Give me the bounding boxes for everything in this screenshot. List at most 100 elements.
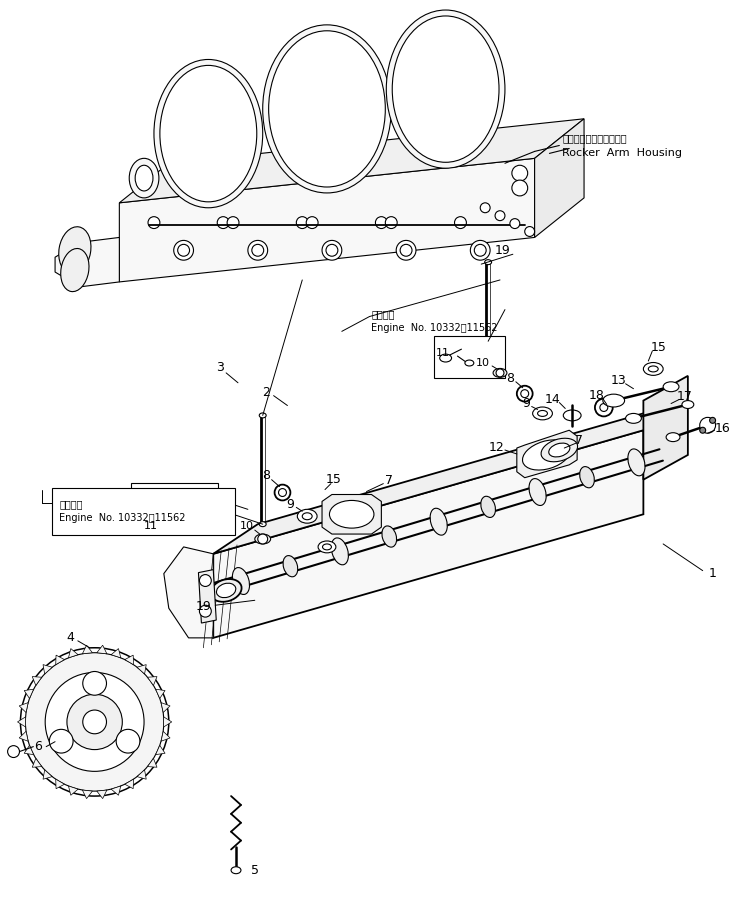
Circle shape: [200, 605, 211, 617]
Polygon shape: [82, 645, 93, 654]
Ellipse shape: [440, 354, 451, 362]
Polygon shape: [214, 430, 644, 638]
Polygon shape: [17, 717, 26, 727]
Circle shape: [700, 428, 706, 433]
Circle shape: [248, 241, 268, 260]
Ellipse shape: [154, 60, 262, 207]
Ellipse shape: [318, 541, 336, 553]
Ellipse shape: [211, 579, 241, 602]
Circle shape: [396, 241, 416, 260]
Ellipse shape: [233, 567, 249, 594]
Circle shape: [67, 695, 122, 750]
Ellipse shape: [625, 413, 642, 423]
Polygon shape: [19, 703, 28, 713]
Ellipse shape: [140, 505, 154, 514]
Ellipse shape: [382, 526, 397, 548]
Ellipse shape: [485, 260, 491, 264]
Ellipse shape: [61, 249, 89, 291]
Circle shape: [278, 489, 286, 496]
Text: 3: 3: [217, 362, 224, 374]
Text: 7: 7: [575, 434, 583, 446]
Circle shape: [496, 369, 504, 377]
Circle shape: [454, 216, 467, 228]
Ellipse shape: [663, 382, 679, 391]
Ellipse shape: [644, 363, 663, 375]
Circle shape: [83, 671, 106, 695]
Polygon shape: [161, 732, 170, 741]
Ellipse shape: [537, 410, 547, 417]
Polygon shape: [147, 676, 157, 686]
Circle shape: [116, 730, 140, 753]
Polygon shape: [125, 655, 133, 665]
Text: 4: 4: [66, 631, 74, 644]
Ellipse shape: [129, 159, 159, 198]
Circle shape: [595, 399, 612, 417]
Circle shape: [258, 534, 268, 544]
Text: 17: 17: [677, 391, 693, 403]
Text: 10: 10: [240, 521, 254, 531]
Polygon shape: [517, 430, 577, 478]
Bar: [131, 483, 218, 534]
Ellipse shape: [322, 544, 332, 550]
Ellipse shape: [331, 538, 348, 565]
Polygon shape: [69, 786, 78, 796]
Ellipse shape: [523, 440, 571, 470]
Text: ロッカアームハウジング: ロッカアームハウジング: [562, 133, 627, 143]
Circle shape: [495, 211, 505, 221]
Polygon shape: [111, 649, 121, 658]
Ellipse shape: [648, 366, 658, 372]
Ellipse shape: [217, 584, 235, 598]
Polygon shape: [137, 769, 147, 779]
Text: 適用号機: 適用号機: [59, 500, 82, 510]
Circle shape: [517, 386, 533, 401]
Circle shape: [510, 218, 520, 228]
Polygon shape: [55, 237, 120, 287]
Text: 11: 11: [436, 348, 450, 358]
Polygon shape: [43, 769, 52, 779]
Ellipse shape: [59, 226, 91, 274]
Ellipse shape: [135, 165, 153, 191]
Text: 10: 10: [476, 358, 490, 368]
Circle shape: [700, 418, 716, 433]
Circle shape: [7, 746, 20, 758]
Ellipse shape: [255, 534, 270, 544]
Polygon shape: [120, 119, 584, 203]
Circle shape: [475, 244, 486, 256]
Polygon shape: [155, 745, 165, 755]
Polygon shape: [97, 645, 107, 654]
Ellipse shape: [564, 410, 581, 421]
Circle shape: [375, 216, 387, 228]
Text: Engine  No. 10332～11562: Engine No. 10332～11562: [372, 324, 498, 334]
Text: 2: 2: [262, 386, 270, 400]
Circle shape: [178, 244, 190, 256]
Polygon shape: [32, 759, 42, 768]
Text: 16: 16: [714, 422, 729, 435]
Text: 8: 8: [262, 469, 270, 483]
Polygon shape: [161, 703, 170, 713]
Ellipse shape: [682, 400, 694, 409]
Ellipse shape: [533, 407, 553, 419]
Text: 18: 18: [589, 389, 605, 402]
Ellipse shape: [493, 368, 507, 377]
Polygon shape: [198, 570, 217, 623]
Circle shape: [275, 484, 290, 501]
Polygon shape: [97, 790, 107, 798]
Circle shape: [600, 403, 608, 411]
Circle shape: [45, 673, 144, 771]
Polygon shape: [111, 786, 121, 796]
Ellipse shape: [172, 514, 182, 520]
Ellipse shape: [666, 433, 680, 442]
Ellipse shape: [465, 360, 474, 366]
Text: 19: 19: [495, 244, 511, 257]
Circle shape: [470, 241, 490, 260]
Circle shape: [296, 216, 308, 228]
Ellipse shape: [297, 510, 317, 523]
Polygon shape: [24, 689, 34, 698]
Text: 1: 1: [709, 567, 717, 580]
Text: 12: 12: [489, 440, 505, 454]
Text: 11: 11: [144, 521, 158, 531]
Text: 6: 6: [34, 741, 42, 753]
Polygon shape: [43, 665, 52, 674]
Ellipse shape: [529, 479, 546, 505]
Circle shape: [525, 226, 534, 236]
